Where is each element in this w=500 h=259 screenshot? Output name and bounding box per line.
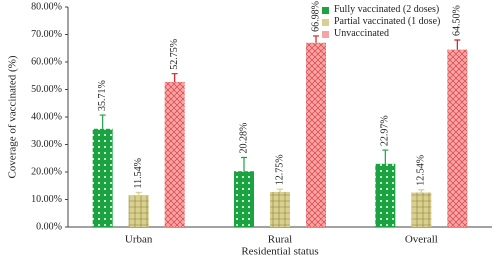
- legend-label: Fully vaccinated (2 doses): [334, 4, 440, 15]
- error-bar: [171, 73, 178, 82]
- value-label: 12.54%: [416, 155, 427, 186]
- y-tick-label: 10.00%: [31, 194, 62, 205]
- error-bar: [99, 114, 106, 129]
- y-tick-label: 60.00%: [31, 56, 62, 67]
- error-bar: [454, 39, 461, 50]
- legend-label: Partial vaccinated (1 dose): [334, 16, 441, 27]
- error-bar: [382, 149, 389, 164]
- x-tick-label: Urban: [125, 234, 153, 246]
- bar: [128, 195, 149, 227]
- y-tick-label: 40.00%: [31, 111, 62, 122]
- legend-swatch: [322, 7, 329, 14]
- x-tick-label: Overall: [405, 234, 438, 246]
- y-tick-label: 30.00%: [31, 139, 62, 150]
- value-label: 35.71%: [97, 80, 108, 111]
- y-tick-label: 80.00%: [31, 1, 62, 12]
- y-tick-label: 0.00%: [36, 221, 62, 232]
- legend-item: Unvaccinated: [322, 28, 472, 40]
- legend-label: Unvaccinated: [334, 28, 389, 39]
- y-axis-title: Coverage of vaccinated (%): [7, 55, 19, 178]
- legend-swatch: [322, 19, 329, 26]
- error-bar: [135, 191, 142, 196]
- x-tick-label: Rural: [268, 234, 292, 246]
- value-label: 11.54%: [133, 158, 144, 188]
- error-bar: [241, 156, 247, 172]
- bar: [306, 42, 326, 228]
- error-bar: [418, 189, 425, 193]
- bar: [164, 81, 185, 227]
- bar: [411, 192, 432, 227]
- value-label: 12.75%: [274, 154, 285, 185]
- legend: Fully vaccinated (2 doses) Partial vaccin…: [322, 4, 472, 40]
- value-label: 20.28%: [238, 123, 249, 154]
- value-label: 22.97%: [380, 115, 391, 146]
- value-label: 66.98%: [310, 1, 321, 32]
- legend-swatch: [322, 31, 329, 38]
- bar: [234, 171, 254, 227]
- bar: [447, 49, 468, 227]
- bar: [92, 128, 113, 227]
- x-axis-title: Residential status: [241, 246, 318, 258]
- y-tick-label: 20.00%: [31, 166, 62, 177]
- legend-item: Partial vaccinated (1 dose): [322, 16, 472, 28]
- bar: [270, 191, 290, 227]
- y-tick-label: 70.00%: [31, 29, 62, 40]
- value-label: 64.50%: [452, 5, 463, 36]
- legend-item: Fully vaccinated (2 doses): [322, 4, 472, 16]
- error-bar: [313, 35, 319, 43]
- value-label: 52.75%: [169, 39, 180, 70]
- bar: [375, 163, 396, 227]
- y-tick-label: 50.00%: [31, 84, 62, 95]
- error-bar: [277, 188, 283, 192]
